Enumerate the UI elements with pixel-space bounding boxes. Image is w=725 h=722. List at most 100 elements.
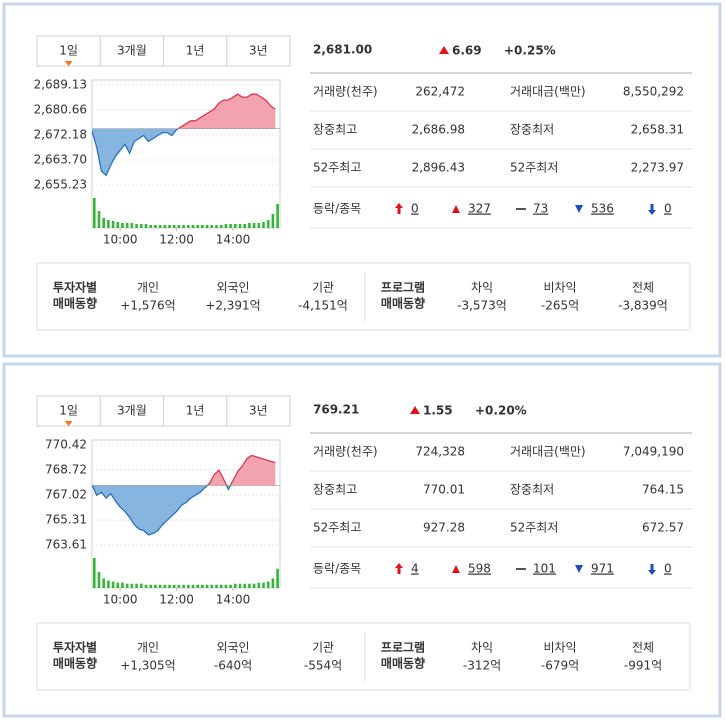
breadth-icon (395, 563, 403, 574)
flow-value: -640억 (214, 659, 252, 673)
tab[interactable]: 1년 (186, 404, 205, 418)
tab[interactable]: 1일 (59, 44, 78, 58)
stat-value: 764.15 (642, 483, 684, 497)
x-tick-label: 14:00 (216, 593, 251, 607)
flow-name: 외국인 (216, 641, 249, 655)
flow-value: +1,305억 (120, 659, 175, 673)
breadth-value[interactable]: 536 (591, 202, 614, 216)
breadth-value[interactable]: 971 (591, 562, 614, 576)
y-tick-label: 2,655.23 (34, 178, 87, 192)
volume-bar (243, 224, 246, 228)
flow-value: -312억 (463, 659, 501, 673)
flow-value: -991억 (624, 659, 662, 673)
tab[interactable]: 3개월 (117, 404, 147, 418)
tab[interactable]: 1년 (186, 44, 205, 58)
stat-label: 52주최저 (510, 521, 558, 535)
volume-bar (252, 583, 256, 588)
volume-bar (182, 225, 185, 228)
stat-label: 장중최저 (510, 123, 554, 137)
volume-bar (154, 584, 157, 588)
breadth-value[interactable]: 73 (533, 202, 548, 216)
breadth-icon (648, 204, 656, 215)
volume-bar (271, 214, 275, 228)
volume-bar (116, 582, 120, 588)
change-pct: +0.20% (475, 404, 527, 418)
flow-label: 매매동향 (53, 656, 97, 671)
volume-bar (163, 584, 167, 588)
breadth-value[interactable]: 598 (468, 562, 491, 576)
area-up (178, 94, 276, 129)
tab[interactable]: 1일 (59, 404, 78, 418)
flow-value: -265억 (541, 299, 579, 313)
flow-name: 차익 (471, 641, 493, 655)
stat-value: 2,273.97 (631, 161, 684, 175)
x-tick-label: 10:00 (103, 593, 138, 607)
line-up (176, 93, 276, 129)
breadth-icon (395, 203, 403, 214)
volume-bar (234, 224, 237, 228)
volume-bar (210, 225, 214, 228)
volume-bar (172, 225, 176, 228)
flow-name: 전체 (632, 641, 654, 655)
stat-label: 52주최저 (510, 161, 558, 175)
volume-bar (135, 583, 138, 588)
breadth-value[interactable]: 0 (411, 202, 419, 216)
stat-value: 770.01 (423, 483, 465, 497)
flow-value: -554억 (304, 659, 342, 673)
volume-bar (219, 584, 223, 588)
volume-bar (97, 571, 101, 588)
breadth-value[interactable]: 0 (664, 202, 672, 216)
volume-bar (140, 583, 143, 588)
breadth-icon (575, 205, 583, 213)
stat-label: 거래량(천주) (313, 84, 378, 99)
flow-value: -3,573억 (457, 299, 507, 313)
flow-label: 투자자별 (53, 280, 97, 295)
stat-label: 거래대금(백만) (510, 85, 586, 99)
stat-label: 거래량(천주) (313, 444, 378, 459)
flow-label: 투자자별 (53, 640, 97, 655)
volume-bar (93, 558, 96, 588)
line-up (92, 454, 276, 486)
volume-bar (271, 578, 275, 588)
change-pct: +0.25% (504, 44, 556, 58)
breadth-icon (452, 205, 460, 213)
breadth-label: 등락/종목 (313, 202, 361, 216)
volume-bar (116, 222, 120, 228)
line-down (92, 485, 232, 536)
flow-box (36, 262, 691, 331)
volume-bar (238, 224, 242, 228)
breadth-value[interactable]: 4 (411, 562, 419, 576)
volume-bar (257, 223, 261, 228)
tab[interactable]: 3년 (249, 44, 268, 58)
volume-bar (266, 581, 270, 588)
volume-bar (187, 225, 190, 228)
volume-bar (205, 584, 209, 588)
flow-box (36, 622, 691, 691)
price: 2,681.00 (313, 43, 372, 57)
tab[interactable]: 3년 (249, 404, 268, 418)
volume-bar (111, 221, 115, 228)
breadth-value[interactable]: 327 (468, 202, 491, 216)
stat-label: 장중최고 (313, 483, 357, 497)
x-tick-label: 12:00 (159, 593, 194, 607)
volume-bar (238, 583, 242, 588)
stat-value: 672.57 (642, 521, 684, 535)
tab[interactable]: 3개월 (117, 44, 147, 58)
breadth-icon (648, 564, 656, 575)
breadth-value[interactable]: 0 (664, 562, 672, 576)
breadth-value[interactable]: 101 (533, 562, 556, 576)
volume-bar (215, 584, 218, 588)
volume-bar (248, 583, 251, 588)
volume-bar (102, 578, 105, 588)
volume-bar (172, 584, 176, 588)
volume-bar (111, 581, 115, 588)
line-down (92, 128, 180, 177)
stat-value: 262,472 (415, 85, 465, 99)
volume-bar (158, 584, 162, 588)
volume-bar (201, 225, 204, 228)
x-tick-label: 14:00 (216, 233, 251, 247)
y-tick-label: 2,680.66 (34, 102, 87, 116)
y-tick-label: 767.02 (45, 487, 87, 501)
y-tick-label: 765.31 (45, 513, 87, 527)
